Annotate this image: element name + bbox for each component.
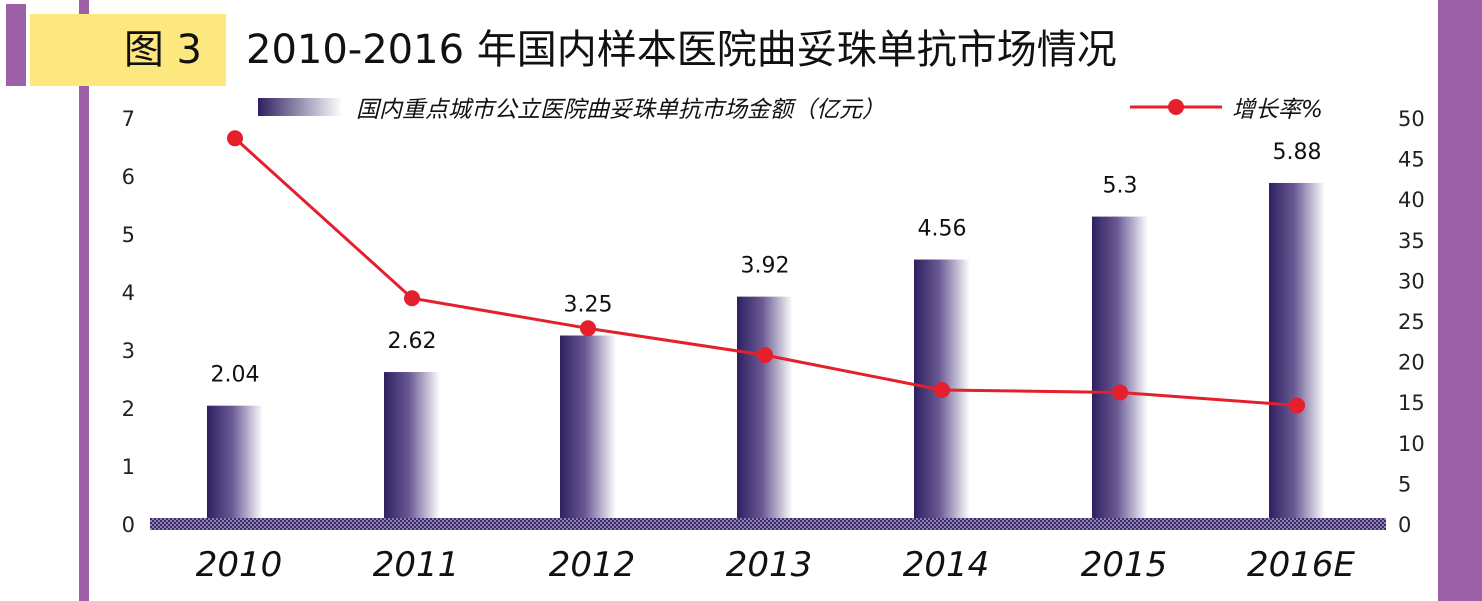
corner-accent	[6, 4, 26, 86]
bar-value-label: 5.88	[1273, 140, 1322, 165]
x-axis-tick: 2010	[196, 545, 283, 585]
growth-rate-point	[580, 320, 596, 337]
bar	[1269, 182, 1325, 524]
right-axis-tick: 25	[1398, 310, 1425, 334]
left-axis-tick: 3	[122, 339, 135, 363]
growth-rate-point	[404, 290, 420, 307]
bar	[1092, 216, 1148, 524]
left-axis-tick: 4	[122, 281, 135, 305]
legend-line-marker	[1168, 99, 1184, 115]
bar	[384, 372, 440, 524]
growth-rate-point	[1289, 397, 1305, 414]
left-accent-bar	[79, 0, 89, 601]
right-axis-tick: 40	[1398, 188, 1425, 212]
bar	[737, 296, 793, 524]
right-axis-tick: 10	[1398, 432, 1425, 456]
figure-label-box: 图 3	[30, 14, 226, 86]
right-accent-bar	[1438, 0, 1482, 601]
bar-value-label: 5.3	[1103, 174, 1138, 199]
bar	[560, 335, 616, 524]
x-axis-tick: 2012	[549, 545, 636, 585]
x-axis-tick: 2016E	[1247, 545, 1356, 585]
x-axis-tick: 2015	[1081, 545, 1168, 585]
figure-label: 图 3	[123, 27, 202, 73]
x-axis-tick: 2011	[373, 545, 460, 585]
right-axis-tick: 0	[1398, 513, 1411, 537]
left-axis-tick: 5	[122, 223, 135, 247]
x-axis-tick: 2013	[726, 545, 813, 585]
right-axis-tick: 15	[1398, 391, 1425, 415]
growth-rate-point	[934, 382, 950, 399]
x-axis-baseline	[150, 518, 1386, 530]
bar-value-label: 3.92	[741, 254, 790, 279]
chart-title: 2010-2016 年国内样本医院曲妥珠单抗市场情况	[246, 27, 1117, 73]
growth-rate-point	[227, 130, 243, 147]
right-axis-tick: 50	[1398, 107, 1425, 131]
growth-rate-point	[1112, 384, 1128, 401]
bar-value-label: 2.62	[388, 329, 437, 354]
left-axis-tick: 1	[122, 455, 135, 479]
x-axis-tick: 2014	[903, 545, 990, 585]
right-axis-tick: 35	[1398, 229, 1425, 253]
left-axis-tick: 6	[122, 165, 135, 189]
right-axis-tick: 45	[1398, 148, 1425, 172]
right-axis-tick: 20	[1398, 351, 1425, 375]
bar	[207, 405, 263, 524]
left-axis-tick: 2	[122, 397, 135, 421]
bar-value-label: 4.56	[918, 217, 967, 242]
legend-bar-swatch	[258, 98, 342, 116]
legend-bar-label: 国内重点城市公立医院曲妥珠单抗市场金额（亿元）	[356, 97, 885, 123]
right-axis-tick: 30	[1398, 269, 1425, 293]
bar-value-label: 2.04	[211, 363, 260, 388]
bar-value-label: 3.25	[564, 293, 613, 318]
left-axis-tick: 0	[122, 513, 135, 537]
legend-line-label: 增长率%	[1232, 97, 1323, 123]
left-axis-tick: 7	[122, 107, 135, 131]
growth-rate-point	[757, 347, 773, 364]
right-axis-tick: 5	[1398, 472, 1411, 496]
